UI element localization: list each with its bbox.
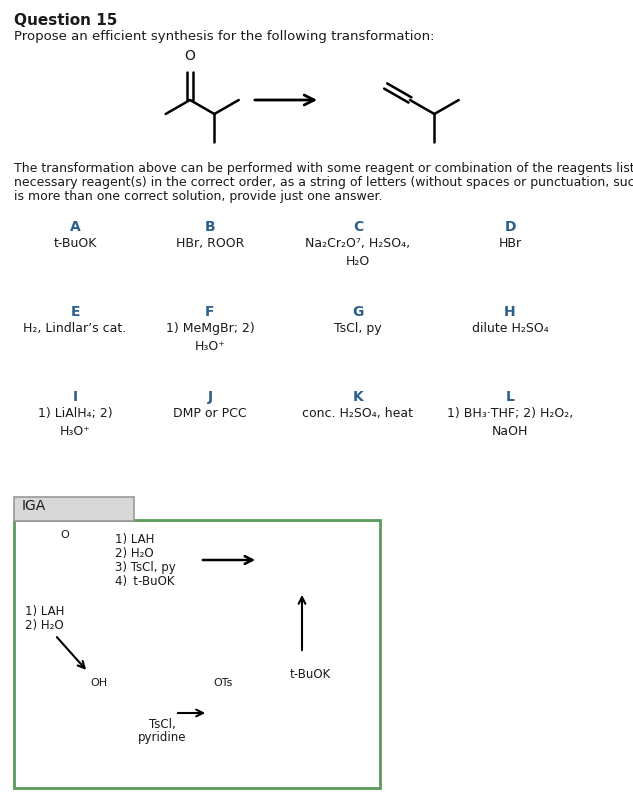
Text: H: H — [505, 305, 516, 319]
Text: C: C — [353, 220, 363, 234]
Text: 1) LiAlH₄; 2)
H₃O⁺: 1) LiAlH₄; 2) H₃O⁺ — [38, 407, 112, 438]
Text: t-BuOK: t-BuOK — [53, 237, 97, 250]
Text: TsCl,: TsCl, — [149, 718, 175, 731]
Text: TsCl, py: TsCl, py — [334, 322, 382, 335]
Text: O: O — [61, 530, 70, 540]
Text: pyridine: pyridine — [138, 731, 186, 744]
Text: HBr, ROOR: HBr, ROOR — [176, 237, 244, 250]
Text: necessary reagent(s) in the correct order, as a string of letters (without space: necessary reagent(s) in the correct orde… — [14, 176, 633, 189]
Text: I: I — [72, 390, 78, 404]
Text: G: G — [353, 305, 364, 319]
Text: J: J — [208, 390, 213, 404]
Text: Na₂Cr₂O⁷, H₂SO₄,
H₂O: Na₂Cr₂O⁷, H₂SO₄, H₂O — [306, 237, 411, 268]
Text: DMP or PCC: DMP or PCC — [173, 407, 247, 420]
Text: L: L — [506, 390, 515, 404]
Text: 4)  t-BuOK: 4) t-BuOK — [115, 575, 175, 588]
Text: HBr: HBr — [498, 237, 522, 250]
Text: dilute H₂SO₄: dilute H₂SO₄ — [472, 322, 548, 335]
Bar — [14, 520, 380, 788]
Text: 1) LAH: 1) LAH — [115, 533, 154, 546]
Text: F: F — [205, 305, 215, 319]
Text: Propose an efficient synthesis for the following transformation:: Propose an efficient synthesis for the f… — [14, 30, 434, 43]
Text: OH: OH — [91, 678, 108, 687]
Text: 2) H₂O: 2) H₂O — [115, 547, 154, 560]
Text: OTs: OTs — [213, 678, 233, 687]
Text: conc. H₂SO₄, heat: conc. H₂SO₄, heat — [303, 407, 413, 420]
Text: K: K — [353, 390, 363, 404]
Text: 2) H₂O: 2) H₂O — [25, 619, 64, 632]
Text: is more than one correct solution, provide just one answer.: is more than one correct solution, provi… — [14, 190, 382, 203]
Text: 1) BH₃·THF; 2) H₂O₂,
NaOH: 1) BH₃·THF; 2) H₂O₂, NaOH — [447, 407, 573, 438]
Text: The transformation above can be performed with some reagent or combination of th: The transformation above can be performe… — [14, 162, 633, 175]
Text: H₂, Lindlar’s cat.: H₂, Lindlar’s cat. — [23, 322, 127, 335]
Text: Question 15: Question 15 — [14, 13, 117, 28]
Text: A: A — [70, 220, 80, 234]
Text: IGA: IGA — [22, 499, 46, 513]
Text: t-BuOK: t-BuOK — [290, 668, 331, 681]
Text: E: E — [70, 305, 80, 319]
Text: 1) LAH: 1) LAH — [25, 605, 65, 618]
Text: O: O — [185, 49, 196, 63]
Text: 1) MeMgBr; 2)
H₃O⁺: 1) MeMgBr; 2) H₃O⁺ — [166, 322, 254, 353]
Bar — [14, 497, 134, 521]
Text: D: D — [505, 220, 516, 234]
Text: 3) TsCl, py: 3) TsCl, py — [115, 561, 176, 574]
Text: B: B — [204, 220, 215, 234]
